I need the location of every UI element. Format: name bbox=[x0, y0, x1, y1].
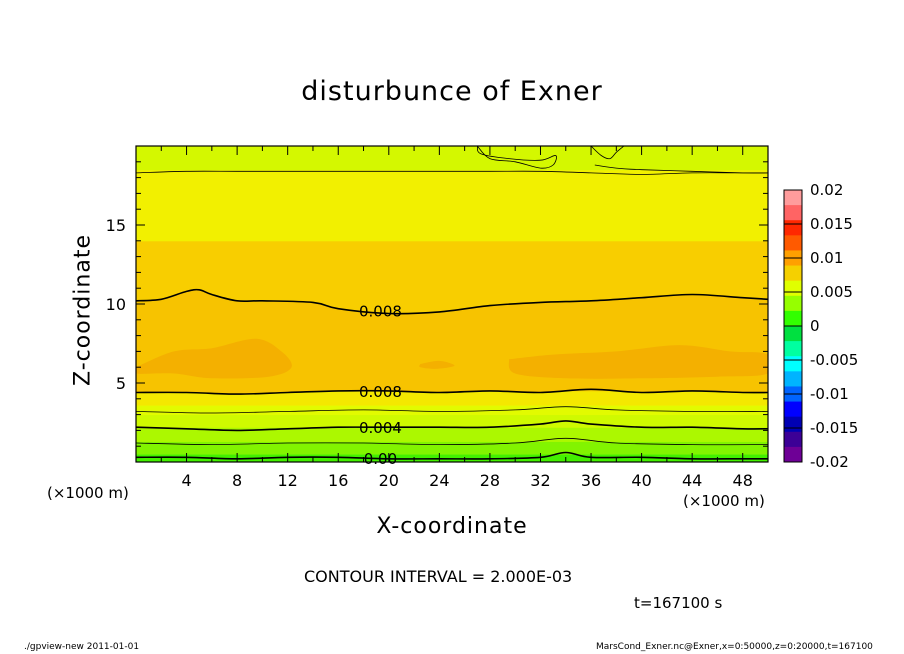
contour-line bbox=[136, 437, 768, 446]
plot-fill bbox=[136, 146, 768, 462]
contour-label: 0.008 bbox=[359, 383, 402, 401]
colorbar-label: 0 bbox=[810, 317, 820, 335]
colorbar-swatch bbox=[784, 446, 802, 463]
x-tick-label: 12 bbox=[278, 471, 298, 490]
colorbar-swatch bbox=[784, 205, 802, 221]
colorbar-swatch bbox=[784, 326, 802, 342]
contour-line bbox=[594, 164, 768, 174]
colorbar-label: 0.005 bbox=[810, 283, 853, 301]
value-band bbox=[136, 414, 768, 428]
maximum-patch bbox=[508, 345, 768, 379]
contour-label: 0.004 bbox=[359, 419, 402, 437]
footer-left: ./gpview-new 2011-01-01 bbox=[24, 642, 140, 652]
colorbar-label: 0.02 bbox=[810, 181, 843, 199]
value-band bbox=[136, 405, 768, 416]
colorbar-swatch bbox=[784, 265, 802, 282]
x-tick-label: 8 bbox=[232, 471, 242, 490]
colorbar-swatch bbox=[784, 401, 802, 418]
x-tick-label: 28 bbox=[480, 471, 500, 490]
colorbar-swatch bbox=[784, 371, 802, 387]
colorbar-swatch bbox=[784, 190, 802, 206]
colorbar-swatch bbox=[784, 295, 802, 312]
value-band bbox=[136, 169, 768, 242]
colorbar-swatch bbox=[784, 416, 802, 433]
contour-line bbox=[136, 406, 768, 414]
contour-line bbox=[590, 146, 625, 160]
chart-title: disturbunce of Exner bbox=[301, 76, 603, 107]
footer-right: MarsCond_Exner.nc@Exner,x=0:50000,z=0:20… bbox=[596, 642, 873, 652]
maximum-patch bbox=[419, 360, 455, 369]
time-stamp: t=167100 s bbox=[634, 594, 723, 612]
contour-interval-note: CONTOUR INTERVAL = 2.000E-03 bbox=[304, 567, 573, 586]
colorbar-swatch bbox=[784, 235, 802, 251]
contour-line bbox=[136, 288, 768, 315]
contour-line bbox=[136, 170, 768, 175]
value-band bbox=[136, 441, 768, 455]
x-tick-label: 40 bbox=[631, 471, 651, 490]
value-band bbox=[136, 146, 768, 171]
colorbar-label: 0.015 bbox=[810, 215, 853, 233]
colorbar-swatch bbox=[784, 356, 802, 372]
x-tick-label: 32 bbox=[530, 471, 550, 490]
x-tick-label: 48 bbox=[733, 471, 753, 490]
x-tick-label: 44 bbox=[682, 471, 702, 490]
x-axis-title: X-coordinate bbox=[376, 514, 528, 539]
colorbar-swatch bbox=[784, 431, 802, 448]
colorbar-label: 0.01 bbox=[810, 249, 843, 267]
x-tick-label: 24 bbox=[429, 471, 449, 490]
maximum-patch bbox=[136, 338, 292, 379]
y-tick-label: 10 bbox=[106, 295, 126, 314]
contour-line bbox=[136, 388, 768, 395]
y-axis-title: Z-coordinate bbox=[70, 234, 96, 386]
colorbar-label: -0.015 bbox=[810, 419, 858, 437]
y-tick-label: 5 bbox=[116, 374, 126, 393]
colorbar-swatch bbox=[784, 280, 802, 297]
value-band bbox=[136, 390, 768, 406]
contour-line bbox=[476, 146, 557, 169]
contour-label: 0.008 bbox=[359, 303, 402, 321]
colorbar-swatch bbox=[784, 310, 802, 327]
contour-label: 0.00 bbox=[364, 450, 397, 468]
x-tick-label: 4 bbox=[181, 471, 191, 490]
x-unit-label-left: (×1000 m) bbox=[47, 484, 129, 502]
x-tick-label: 36 bbox=[581, 471, 601, 490]
contour-line bbox=[136, 420, 768, 432]
colorbar-label: -0.005 bbox=[810, 351, 858, 369]
x-tick-label: 16 bbox=[328, 471, 348, 490]
colorbar-swatch bbox=[784, 341, 802, 357]
y-tick-label: 15 bbox=[106, 216, 126, 235]
colorbar-label: -0.02 bbox=[810, 453, 849, 471]
colorbar: 0.02 0.015 0.01 0.005 0 -0.005 -0.01 -0.015 -0.0… bbox=[783, 181, 858, 471]
colorbar-swatch bbox=[784, 220, 802, 236]
contour-lines bbox=[136, 146, 768, 460]
colorbar-label: -0.01 bbox=[810, 385, 849, 403]
value-band bbox=[136, 427, 768, 442]
x-unit-label-right: (×1000 m) bbox=[683, 492, 765, 510]
x-tick-label: 20 bbox=[379, 471, 399, 490]
